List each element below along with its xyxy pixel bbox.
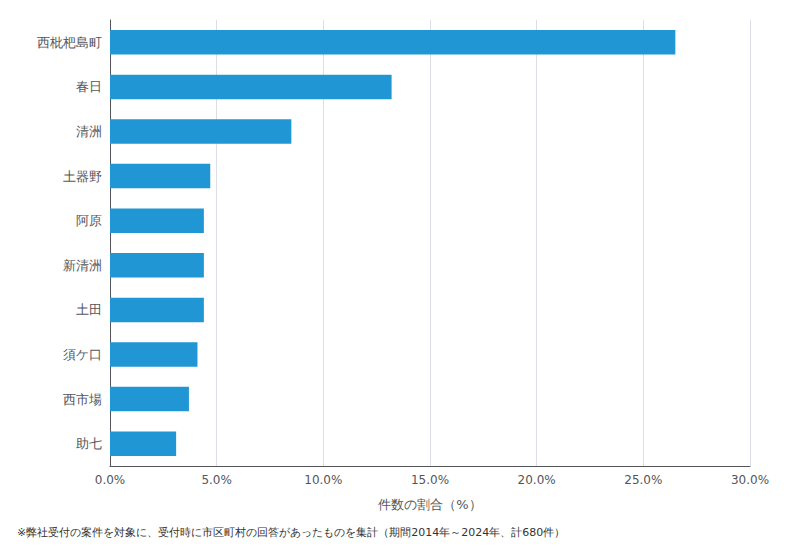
- svg-text:阿原: 阿原: [76, 213, 102, 228]
- svg-text:15.0%: 15.0%: [411, 473, 449, 487]
- svg-text:新清洲: 新清洲: [63, 258, 102, 273]
- svg-text:土田: 土田: [76, 302, 102, 317]
- svg-text:助七: 助七: [76, 436, 102, 451]
- svg-text:西市場: 西市場: [63, 392, 102, 407]
- svg-text:春日: 春日: [76, 79, 102, 94]
- svg-text:清洲: 清洲: [76, 124, 102, 139]
- svg-text:20.0%: 20.0%: [518, 473, 556, 487]
- svg-text:25.0%: 25.0%: [624, 473, 662, 487]
- svg-text:西枇杷島町: 西枇杷島町: [37, 35, 102, 50]
- svg-text:0.0%: 0.0%: [95, 473, 126, 487]
- svg-text:土器野: 土器野: [63, 169, 102, 184]
- svg-text:※弊社受付の案件を対象に、受付時に市区町村の回答があったもの: ※弊社受付の案件を対象に、受付時に市区町村の回答があったものを集計（期間2014…: [17, 526, 565, 539]
- svg-text:件数の割合（%）: 件数の割合（%）: [378, 497, 481, 512]
- svg-text:30.0%: 30.0%: [731, 473, 769, 487]
- svg-text:5.0%: 5.0%: [201, 473, 232, 487]
- svg-text:須ケ口: 須ケ口: [63, 347, 102, 362]
- svg-text:10.0%: 10.0%: [304, 473, 342, 487]
